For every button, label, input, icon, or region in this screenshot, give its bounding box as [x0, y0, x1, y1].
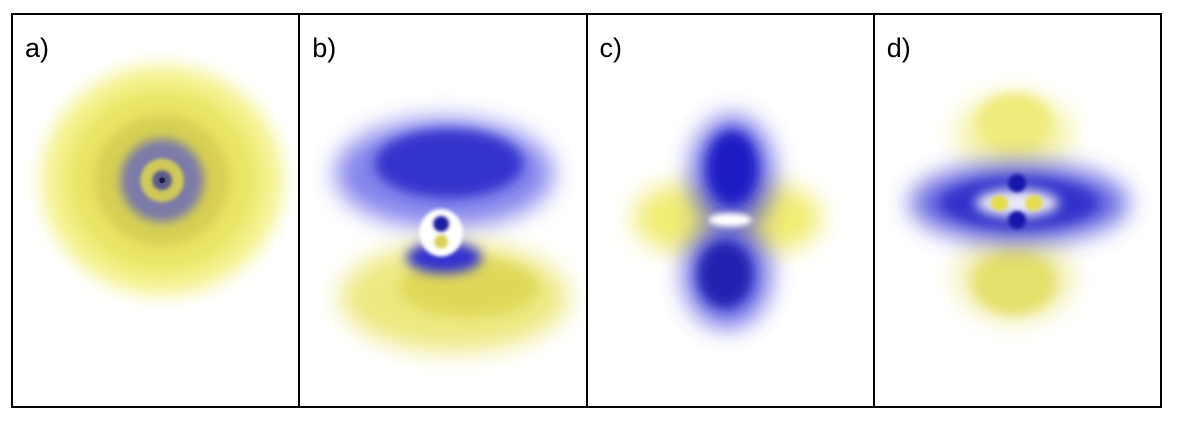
- orbital-image-b: [335, 118, 569, 352]
- panel-d: d): [875, 15, 1160, 406]
- panel-label: d): [886, 33, 911, 63]
- panel-c: c): [588, 15, 875, 406]
- orbital-image-d: [909, 94, 1128, 322]
- panel-b: b): [300, 15, 588, 406]
- panel-a: a): [13, 15, 301, 406]
- panel-label: b): [312, 33, 337, 63]
- figure-frame: a) b): [11, 13, 1162, 408]
- panel-label: c): [599, 33, 623, 63]
- panel-label: a): [25, 33, 50, 63]
- orbital-image-a: [41, 65, 283, 296]
- orbital-image-c: [632, 115, 821, 328]
